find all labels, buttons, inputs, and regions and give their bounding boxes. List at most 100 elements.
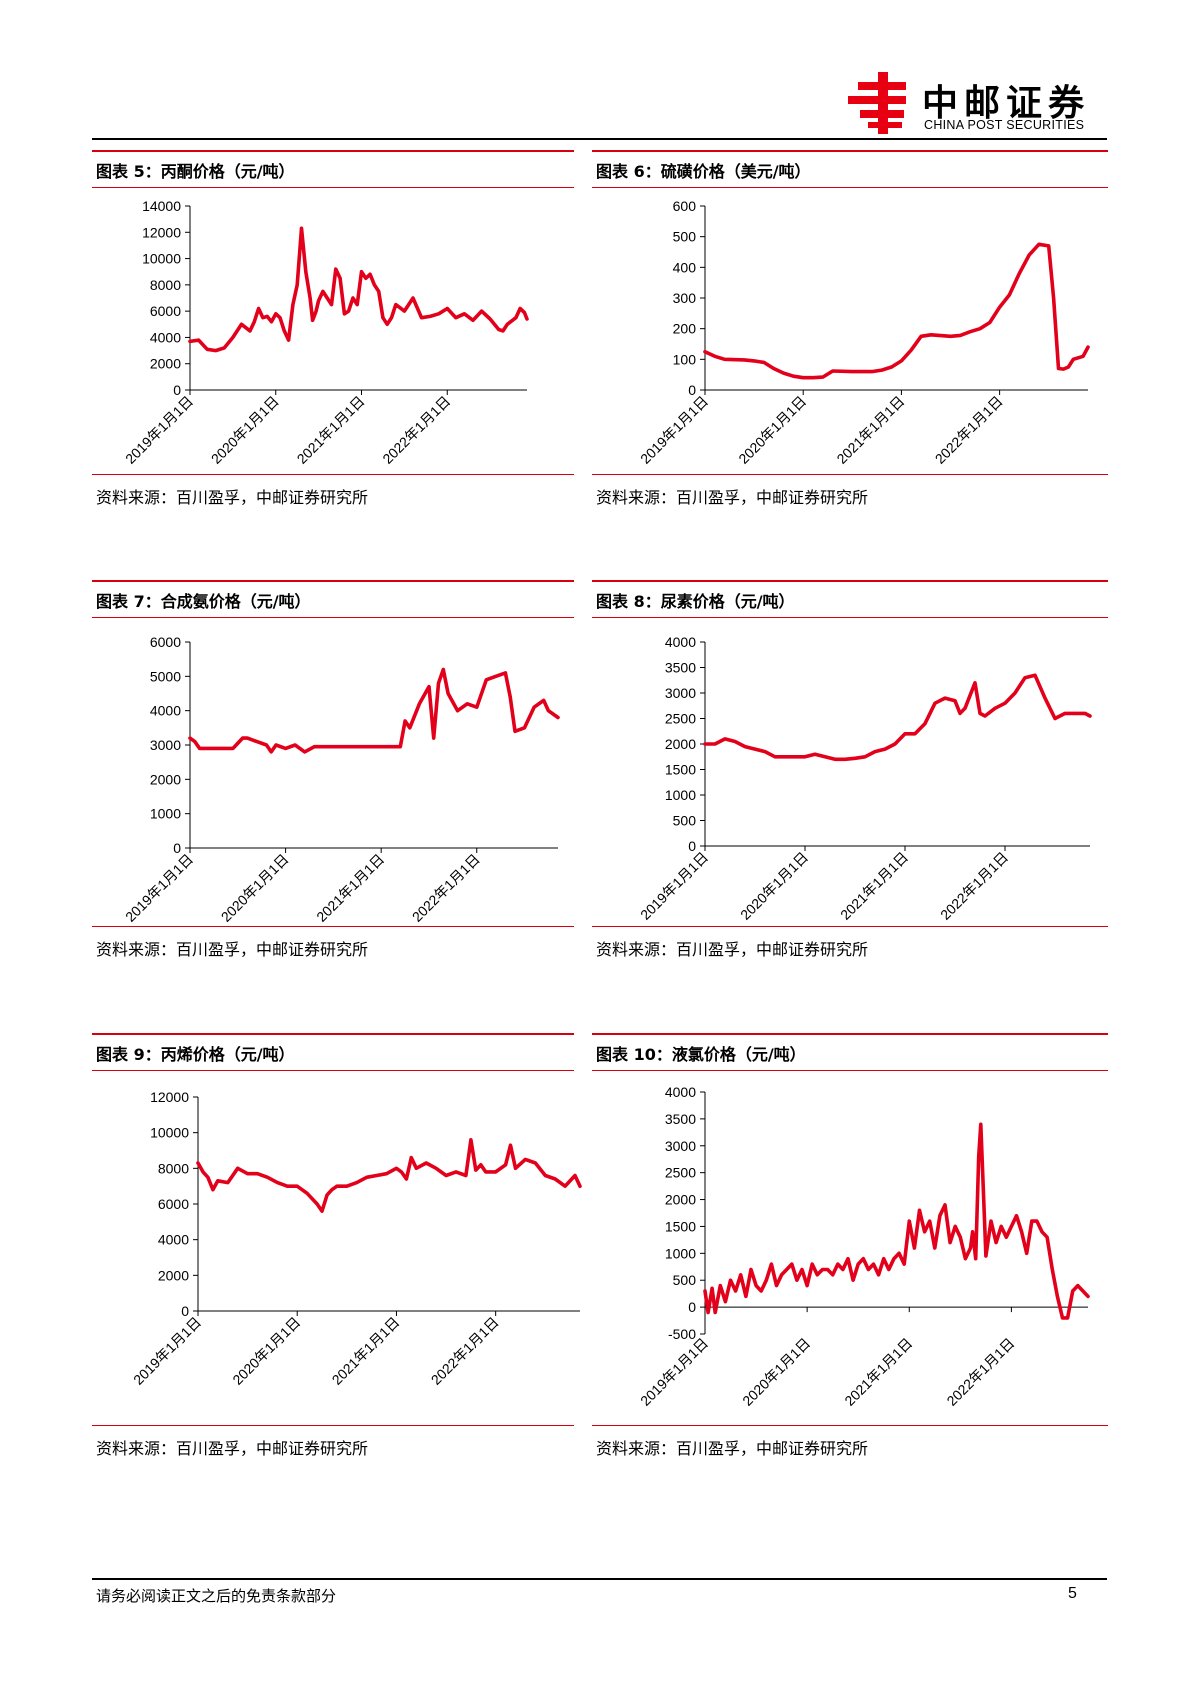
y-tick-label: 500 bbox=[673, 813, 697, 829]
chart-title-bar: 图表 8：尿素价格（元/吨） bbox=[592, 580, 1108, 618]
y-tick-label: 12000 bbox=[142, 224, 181, 240]
y-tick-label: 10000 bbox=[150, 1125, 189, 1141]
brand-name-en: CHINA POST SECURITIES bbox=[924, 118, 1085, 132]
y-tick-label: 1000 bbox=[665, 787, 696, 803]
chart-panel-urea: 图表 8：尿素价格（元/吨） 0 500 1000 1500 2000 2500 3000 3… bbox=[592, 580, 1108, 962]
chart-title: 图表 9：丙烯价格（元/吨） bbox=[96, 1045, 295, 1064]
series-line-液氯 bbox=[703, 1122, 1090, 1320]
y-tick-label: 6000 bbox=[150, 634, 181, 650]
china-post-emblem-icon bbox=[848, 72, 906, 134]
chart-title: 图表 7：合成氨价格（元/吨） bbox=[96, 592, 311, 611]
y-tick-label: 0 bbox=[688, 838, 696, 854]
y-tick-label: 4000 bbox=[665, 634, 696, 650]
x-tick-label: 2019年1月1日 bbox=[122, 851, 196, 925]
y-tick-label: 1000 bbox=[665, 1245, 696, 1261]
x-tick-label: 2021年1月1日 bbox=[329, 1314, 403, 1388]
y-tick-label: 2000 bbox=[665, 736, 696, 752]
x-tick-label: 2020年1月1日 bbox=[218, 851, 292, 925]
chart-panel-acetone: 图表 5：丙酮价格（元/吨） 0 2000 4000 6000 8000 10000 120… bbox=[92, 150, 574, 510]
line-chart-sulfur: 0 100 200 300 400 500 600 2019年1月1日 2020年1月1日 202… bbox=[637, 198, 1090, 467]
source-note: 资料来源：百川盈孚，中邮证券研究所 bbox=[596, 940, 869, 959]
chart-panel-ammonia: 图表 7：合成氨价格（元/吨） 0 1000 2000 3000 4000 5000 600… bbox=[92, 580, 574, 962]
x-tick-label: 2022年1月1日 bbox=[937, 849, 1011, 923]
brand-name-cn: 中邮证券 bbox=[922, 83, 1091, 124]
y-tick-label: 4000 bbox=[665, 1084, 696, 1100]
y-tick-label: 600 bbox=[673, 198, 697, 214]
y-tick-label: 500 bbox=[673, 229, 697, 245]
chart-title-bar: 图表 10：液氯价格（元/吨） bbox=[592, 1033, 1108, 1071]
y-tick-label: 12000 bbox=[150, 1089, 189, 1105]
series-line-丙烯 bbox=[196, 1138, 582, 1213]
chart-panel-sulfur: 图表 6：硫磺价格（美元/吨） 0 100 200 300 400 500 600 2019年… bbox=[592, 150, 1108, 510]
y-tick-label: 3000 bbox=[150, 737, 181, 753]
x-tick-label: 2020年1月1日 bbox=[735, 393, 809, 467]
source-note: 资料来源：百川盈孚，中邮证券研究所 bbox=[96, 488, 369, 507]
y-tick-label: 0 bbox=[173, 382, 181, 398]
x-tick-label: 2019年1月1日 bbox=[637, 849, 711, 923]
chart-title-bar: 图表 6：硫磺价格（美元/吨） bbox=[592, 150, 1108, 188]
x-tick-label: 2021年1月1日 bbox=[841, 1335, 915, 1409]
source-note-bar: 资料来源：百川盈孚，中邮证券研究所 bbox=[92, 1425, 574, 1458]
line-chart-liquid-chlorine: -500 0 500 1000 1500 2000 2500 3000 3500 4000 2019… bbox=[637, 1084, 1090, 1409]
x-tick-label: 2020年1月1日 bbox=[739, 1335, 813, 1409]
x-tick-label: 2022年1月1日 bbox=[943, 1335, 1017, 1409]
series-line-合成氨 bbox=[188, 667, 560, 754]
y-tick-label: 0 bbox=[688, 382, 696, 398]
y-tick-label: 3000 bbox=[665, 685, 696, 701]
y-tick-label: 14000 bbox=[142, 198, 181, 214]
footer-rule bbox=[92, 1578, 1107, 1580]
x-tick-label: 2022年1月1日 bbox=[428, 1314, 502, 1388]
y-tick-label: 3500 bbox=[665, 660, 696, 676]
x-tick-label: 2019年1月1日 bbox=[130, 1314, 204, 1388]
y-tick-label: 4000 bbox=[158, 1232, 189, 1248]
source-note: 资料来源：百川盈孚，中邮证券研究所 bbox=[96, 940, 369, 959]
y-tick-label: 2000 bbox=[158, 1267, 189, 1283]
y-tick-label: 10000 bbox=[142, 251, 181, 267]
y-tick-label: 500 bbox=[673, 1272, 697, 1288]
chart-title: 图表 6：硫磺价格（美元/吨） bbox=[596, 162, 811, 181]
y-tick-label: 1500 bbox=[665, 762, 696, 778]
x-tick-label: 2021年1月1日 bbox=[837, 849, 911, 923]
y-tick-label: 100 bbox=[673, 351, 697, 367]
source-note-bar: 资料来源：百川盈孚，中邮证券研究所 bbox=[92, 474, 574, 507]
chart-title-bar: 图表 7：合成氨价格（元/吨） bbox=[92, 580, 574, 618]
chart-title: 图表 8：尿素价格（元/吨） bbox=[596, 592, 795, 611]
x-tick-label: 2021年1月1日 bbox=[833, 393, 907, 467]
source-note-bar: 资料来源：百川盈孚，中邮证券研究所 bbox=[92, 926, 574, 959]
x-tick-label: 2021年1月1日 bbox=[294, 393, 368, 467]
x-tick-label: 2020年1月1日 bbox=[208, 393, 282, 467]
y-tick-label: 300 bbox=[673, 290, 697, 306]
x-tick-label: 2022年1月1日 bbox=[409, 851, 483, 925]
x-tick-label: 2020年1月1日 bbox=[737, 849, 811, 923]
x-tick-label: 2021年1月1日 bbox=[313, 851, 387, 925]
line-chart-propylene: 0 2000 4000 6000 8000 10000 12000 2019年1月1日 2020… bbox=[130, 1089, 582, 1388]
x-tick-label: 2019年1月1日 bbox=[637, 393, 711, 467]
y-tick-label: 6000 bbox=[150, 303, 181, 319]
y-tick-label: 6000 bbox=[158, 1196, 189, 1212]
chart-title-bar: 图表 9：丙烯价格（元/吨） bbox=[92, 1033, 574, 1071]
y-tick-label: 4000 bbox=[150, 703, 181, 719]
x-tick-label: 2020年1月1日 bbox=[229, 1314, 303, 1388]
y-tick-label: 2000 bbox=[665, 1192, 696, 1208]
y-tick-label: 5000 bbox=[150, 668, 181, 684]
line-chart-acetone: 0 2000 4000 6000 8000 10000 12000 14000 2019年1月1… bbox=[122, 198, 529, 467]
brand-logo: 中邮证券 CHINA POST SECURITIES bbox=[848, 72, 1108, 134]
source-note-bar: 资料来源：百川盈孚，中邮证券研究所 bbox=[592, 474, 1108, 507]
header-rule bbox=[92, 138, 1107, 140]
y-tick-label: 400 bbox=[673, 259, 697, 275]
line-chart-urea: 0 500 1000 1500 2000 2500 3000 3500 4000 2019年1月1… bbox=[637, 634, 1092, 923]
source-note-bar: 资料来源：百川盈孚，中邮证券研究所 bbox=[592, 1425, 1108, 1458]
y-tick-label: 3500 bbox=[665, 1111, 696, 1127]
disclaimer-text: 请务必阅读正文之后的免责条款部分 bbox=[96, 1587, 337, 1605]
series-line-硫磺 bbox=[703, 242, 1090, 380]
chart-panel-liquid-chlorine: 图表 10：液氯价格（元/吨） -500 0 500 1000 1500 2000 2500… bbox=[592, 1033, 1108, 1463]
x-tick-label: 2019年1月1日 bbox=[122, 393, 196, 467]
series-line-尿素 bbox=[703, 673, 1092, 762]
y-tick-label: 8000 bbox=[150, 277, 181, 293]
source-note: 资料来源：百川盈孚，中邮证券研究所 bbox=[596, 488, 869, 507]
x-tick-label: 2019年1月1日 bbox=[637, 1335, 711, 1409]
y-tick-label: 200 bbox=[673, 321, 697, 337]
page-number: 5 bbox=[1068, 1585, 1077, 1602]
y-tick-label: 2500 bbox=[665, 1165, 696, 1181]
y-tick-label: 0 bbox=[173, 840, 181, 856]
